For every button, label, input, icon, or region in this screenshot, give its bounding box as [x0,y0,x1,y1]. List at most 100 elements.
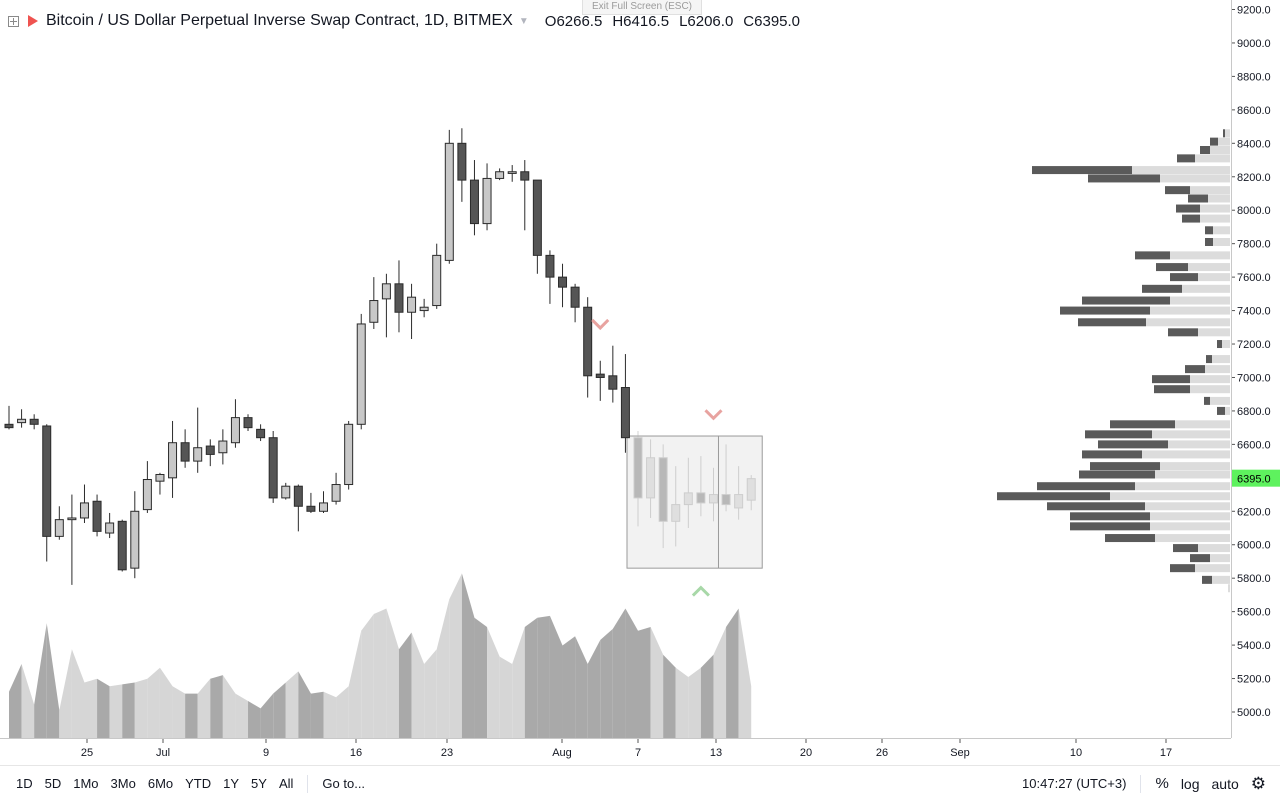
price-tick-label: 5600.0 [1237,607,1271,619]
candle-body [79,502,89,519]
chevron-down-icon[interactable]: ▼ [518,15,529,27]
toolbar-divider [307,774,309,793]
range-5d[interactable]: 5D [44,776,62,791]
volume-profile-sell [1032,166,1132,175]
candle [671,466,681,547]
range-3mo[interactable]: 3Mo [110,776,136,791]
gear-icon[interactable]: ⚙ [1250,773,1266,793]
candle [42,424,52,562]
candle-body [205,445,215,455]
volume-profile-sell [1047,502,1145,511]
range-1y[interactable]: 1Y [223,776,240,791]
candle [243,414,253,431]
volume-segment [248,701,261,738]
time-tick-label: 13 [710,747,722,759]
candle [721,444,731,512]
volume-profile-sell [1173,544,1198,553]
candle [205,439,215,467]
volume-profile-buy [1135,482,1230,491]
time-tick-label: 26 [876,747,888,759]
volume-segment [59,649,72,738]
volume-segment [336,686,349,738]
percent-scale-toggle[interactable]: % [1155,775,1169,792]
range-1mo[interactable]: 1Mo [73,776,99,791]
volume-segment [97,678,110,738]
candle-body [180,442,190,462]
volume-segment [474,617,488,738]
range-ytd[interactable]: YTD [185,776,212,791]
volume-profile-sell [1205,237,1213,246]
symbol-title[interactable]: Bitcoin / US Dollar Perpetual Inverse Sw… [46,12,513,29]
candle-body [67,517,77,521]
candle [495,168,505,181]
candle-body [256,428,266,439]
candle-body [306,505,316,512]
volume-profile-sell [1202,575,1212,584]
volume-segment [9,664,22,738]
candle [394,260,404,333]
candle [193,407,203,473]
volume-profile-buy [1208,194,1230,203]
candle [432,243,442,309]
candle-body [734,494,744,509]
price-tick-label: 6000.0 [1237,540,1271,552]
goto-button[interactable]: Go to... [322,776,366,791]
volume-profile-sell [1090,462,1160,471]
volume-segment [122,682,135,738]
candle [369,277,379,329]
candle [268,431,278,503]
candle [293,484,303,532]
volume-series [9,573,752,738]
volume-profile-sell [1078,318,1146,327]
candle-body [721,494,731,506]
volume-profile-buy [1213,226,1230,235]
price-axis[interactable] [1231,0,1280,738]
range-6mo[interactable]: 6Mo [147,776,174,791]
candle-body [495,171,505,179]
volume-segment [285,671,299,738]
volume-profile [997,129,1230,593]
volume-segment [235,693,249,738]
candle-body [608,375,618,390]
volume-segment [663,654,676,738]
buy-signal-chevron-icon [691,585,710,597]
expand-legend-icon[interactable] [8,15,19,27]
time-axis[interactable] [0,738,1231,763]
ohlc-close: C6395.0 [743,12,801,30]
volume-segment [84,678,98,738]
volume-segment [46,623,60,738]
candle-body [54,519,64,537]
time-tick-label: Jul [156,747,170,759]
volume-segment [348,630,362,738]
volume-profile-sell [1190,554,1210,563]
exit-fullscreen-button[interactable]: Exit Full Screen (ESC) [582,0,702,15]
price-tick-label: 6600.0 [1237,439,1271,451]
exchange-flag-icon [28,15,38,27]
volume-segment [71,649,85,738]
range-5y[interactable]: 5Y [251,776,267,791]
volume-segment [273,682,286,738]
candle-body [331,484,341,502]
candle [130,491,140,579]
auto-scale-toggle[interactable]: auto [1211,775,1239,792]
candle [281,482,291,500]
volume-profile-buy [1195,564,1230,573]
candle [381,273,391,338]
candle-body [633,437,643,499]
volume-profile-buy [1168,440,1230,449]
volume-profile-buy [1170,251,1230,260]
volume-profile-buy [1225,406,1230,415]
log-scale-toggle[interactable]: log [1180,775,1200,792]
volume-profile-sell [1200,146,1210,154]
range-1d[interactable]: 1D [16,776,33,791]
volume-profile-sell [1176,204,1200,213]
volume-profile-buy [1213,237,1230,246]
range-all[interactable]: All [278,776,294,791]
candle [507,165,517,182]
candle-body [268,437,278,499]
clock-timezone[interactable]: 10:47:27 (UTC+3) [1022,776,1127,791]
time-tick-label: Sep [950,747,970,759]
volume-profile-sell [1060,306,1150,315]
